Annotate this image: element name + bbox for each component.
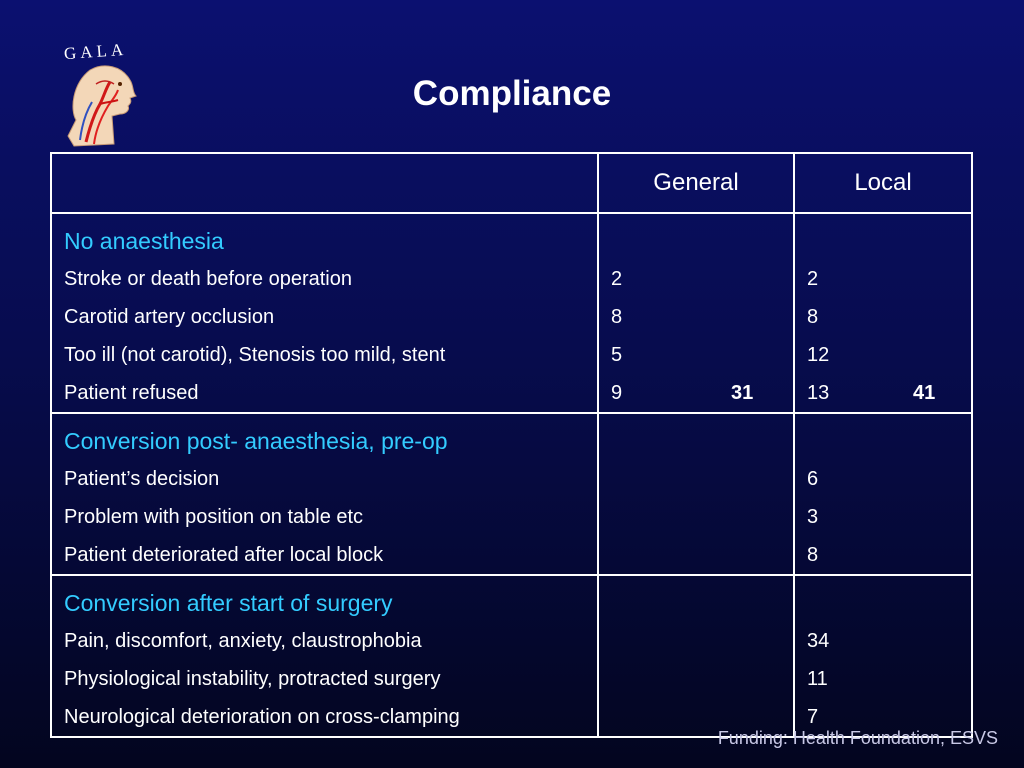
section-heading: Conversion post- anaesthesia, pre-op bbox=[64, 428, 448, 454]
row-label: Pain, discomfort, anxiety, claustrophobi… bbox=[64, 630, 422, 652]
section-heading: Conversion after start of surgery bbox=[64, 590, 393, 616]
header-blank bbox=[50, 152, 599, 214]
row-label: Carotid artery occlusion bbox=[64, 306, 275, 328]
general-value bbox=[611, 460, 793, 498]
local-value: 6 bbox=[807, 468, 819, 490]
general-value bbox=[611, 536, 793, 574]
section-no-anaesthesia: No anaesthesia Stroke or death before op… bbox=[50, 212, 973, 414]
local-value: 8 bbox=[807, 306, 819, 328]
local-value: 7 bbox=[807, 706, 819, 728]
header-local: Local bbox=[793, 152, 973, 214]
row-label: Problem with position on table etc bbox=[64, 506, 364, 528]
header-general: General bbox=[597, 152, 795, 214]
local-total: 41 bbox=[913, 382, 936, 404]
gala-logo: GALA bbox=[56, 40, 140, 152]
section-conversion-pre-op: Conversion post- anaesthesia, pre-op Pat… bbox=[50, 412, 973, 576]
general-value bbox=[611, 498, 793, 536]
general-total: 31 bbox=[731, 382, 754, 404]
head-neck-anatomy-icon bbox=[67, 65, 137, 147]
section-heading: No anaesthesia bbox=[64, 228, 224, 254]
compliance-table: General Local No anaesthesia Stroke or d… bbox=[50, 152, 973, 738]
local-value: 13 bbox=[807, 382, 830, 404]
row-label: Neurological deterioration on cross-clam… bbox=[64, 706, 460, 728]
row-label: Physiological instability, protracted su… bbox=[64, 668, 441, 690]
general-value: 5 bbox=[611, 344, 623, 366]
local-value: 12 bbox=[807, 344, 830, 366]
section-conversion-surgery: Conversion after start of surgery Pain, … bbox=[50, 574, 973, 738]
funding-footer: Funding: Health Foundation, ESVS bbox=[717, 728, 998, 748]
local-value: 34 bbox=[807, 630, 830, 652]
general-value: 9 bbox=[611, 382, 623, 404]
general-value-row: 9 31 bbox=[611, 374, 793, 412]
general-value: 2 bbox=[611, 268, 623, 290]
general-value: 8 bbox=[611, 306, 623, 328]
row-label: Stroke or death before operation bbox=[64, 268, 352, 290]
table-header-row: General Local bbox=[50, 152, 973, 214]
local-value-row: 13 41 bbox=[807, 374, 971, 412]
page-title: Compliance bbox=[412, 74, 612, 113]
local-value: 2 bbox=[807, 268, 819, 290]
general-value bbox=[611, 660, 793, 698]
general-value bbox=[611, 622, 793, 660]
row-label: Patient deteriorated after local block bbox=[64, 544, 384, 566]
row-label: Patient’s decision bbox=[64, 468, 220, 490]
local-value: 8 bbox=[807, 544, 819, 566]
row-label: Too ill (not carotid), Stenosis too mild… bbox=[64, 344, 446, 366]
local-value: 3 bbox=[807, 506, 819, 528]
local-value: 11 bbox=[807, 668, 828, 690]
row-label: Patient refused bbox=[64, 382, 199, 404]
